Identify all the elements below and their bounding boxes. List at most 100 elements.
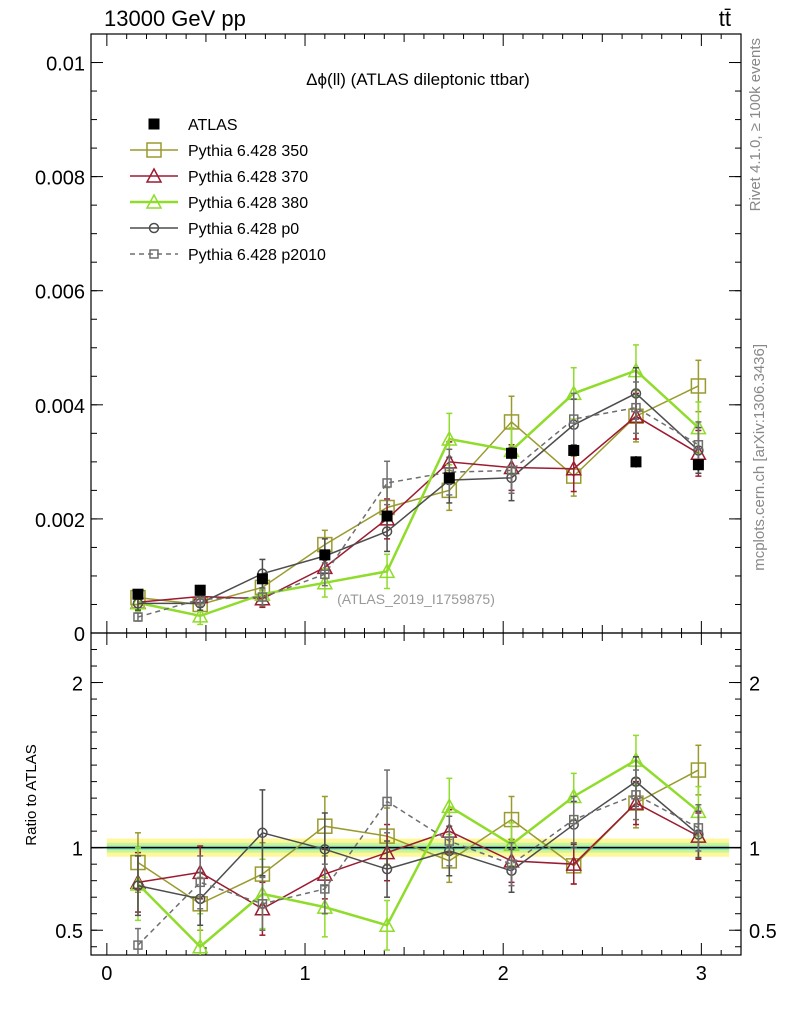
series-point [565,460,582,476]
series-point [382,478,392,488]
ratio-series-4 [133,769,704,955]
ratio-ylabel: Ratio to ATLAS [23,744,40,845]
series-3 [132,366,704,611]
legend: ATLAS Pythia 6.428 350 Pythia 6.428 370 Pyt… [130,117,326,264]
legend-marker-3 [148,222,160,234]
ratio-point [378,916,396,933]
mcplots-label: mcplots.cern.ch [arXiv:1306.3436] [751,344,768,571]
atlas-data [132,444,704,600]
x-tick-label: 3 [696,963,707,985]
ratio-point [444,836,455,846]
y-tick-label: 0.004 [35,396,85,418]
data-point [132,588,144,600]
ratio-line [137,794,699,946]
y-tick-label: 0.006 [35,282,85,304]
ratio-panel: 0 1 2 3 0.5 0.5 1 1 2 2 [55,632,777,985]
ratio-point [382,796,392,807]
ratio-point [132,880,144,891]
ratio-point [133,940,143,950]
ratio-point [441,797,458,814]
ratio-line [137,758,700,949]
y-tick-label: 0.002 [35,510,85,532]
legend-label-1: Pythia 6.428 370 [188,169,308,186]
series-point [441,430,458,446]
series-0 [130,359,707,613]
legend-marker-4 [149,249,159,259]
series-point [381,526,393,537]
legend-marker-2 [145,193,163,209]
ratio-point [257,827,268,839]
legend-label-0: Pythia 6.428 350 [188,143,308,160]
series-point [320,569,330,579]
series-point [378,562,396,579]
series-point [690,378,707,394]
series-point [316,574,334,590]
header-left: 13000 GeV pp [104,6,246,31]
legend-label-data: ATLAS [188,117,238,134]
main-panel: 0 0.002 0.004 0.006 0.008 0.01 [35,33,742,646]
data-point [381,510,393,522]
ratio-line [137,780,699,900]
ratio-tick-label-right: 2 [749,674,760,696]
y-tick-label: 0.008 [35,168,85,190]
ratio-point [506,859,517,869]
ratio-point [319,844,331,855]
data-point [692,459,704,471]
ratio-point [195,877,205,888]
ratio-series-2 [129,734,707,955]
series-line [137,415,699,603]
x-tick-label: 1 [299,963,310,985]
ratio-point [381,863,393,875]
ratio-line [137,802,699,910]
ratio-frame [90,632,742,956]
data-point [319,549,331,561]
ratio-point [257,899,268,909]
series-point [133,612,143,622]
legend-label-4: Pythia 6.428 p2010 [188,247,326,264]
main-series-layer [129,344,707,626]
series-2 [129,344,707,626]
data-point [194,584,206,596]
ratio-tick-label-right: 0.5 [749,921,777,943]
header-right: tt̄ [719,6,731,31]
ratio-tick-label: 2 [72,674,83,696]
series-point [631,402,641,413]
ratio-series-1 [129,780,707,936]
data-point [443,472,455,484]
data-point [506,447,518,459]
ratio-point [565,855,582,871]
legend-marker-data [148,118,160,130]
series-point [191,607,209,623]
data-point [256,573,268,585]
ratio-tick-label: 1 [72,839,83,861]
x-tick-label: 2 [498,963,509,985]
ratio-line [137,769,699,905]
ratio-tick-label: 0.5 [55,921,83,943]
series-point [506,465,517,476]
x-tick-label: 0 [101,963,112,985]
series-line [137,369,700,618]
series-1 [129,392,707,610]
legend-marker-0 [146,142,162,158]
ratio-point [631,790,641,800]
y-tick-label: 0.01 [46,54,85,76]
data-point [630,456,642,468]
series-point [693,439,704,450]
series-line [137,406,699,618]
legend-label-2: Pythia 6.428 380 [188,195,308,212]
ratio-point [568,814,579,825]
y-tick-label: 0 [74,624,85,646]
analysis-watermark: (ATLAS_2019_I1759875) [337,591,495,607]
ratio-point [693,823,704,833]
data-point [568,444,580,456]
ratio-series-0 [130,744,707,931]
rivet-label: Rivet 4.1.0, ≥ 100k events [747,38,764,211]
series-point [568,414,579,424]
ratio-tick-label-right: 1 [749,839,760,861]
series-line [137,392,699,605]
series-point [257,592,268,602]
chart-title: Δϕ(ll) (ATLAS dileptonic ttbar) [306,70,530,89]
series-line [137,385,699,606]
legend-marker-1 [145,167,163,183]
